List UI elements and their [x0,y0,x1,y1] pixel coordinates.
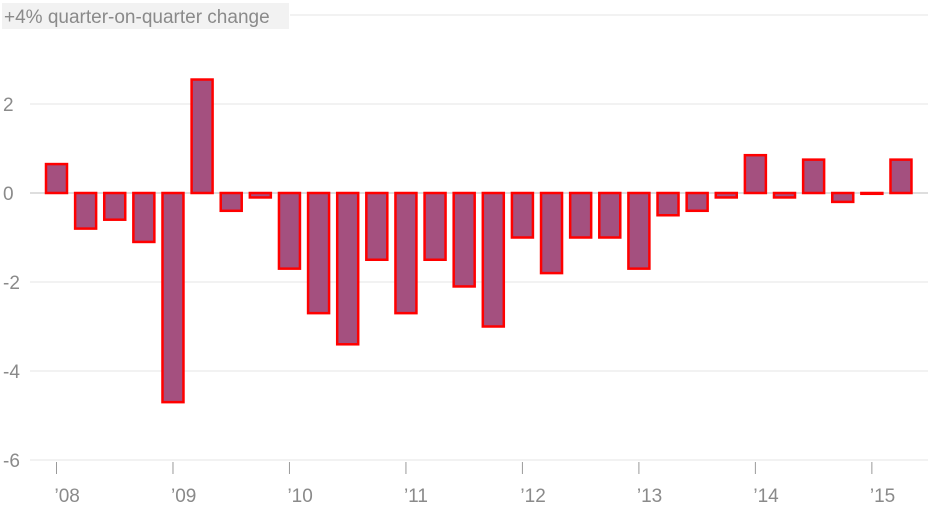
bar [889,158,913,195]
bar [132,191,156,244]
bar [830,191,855,204]
chart-title: +4% quarter-on-quarter change [4,7,270,28]
bar [598,191,622,239]
bar [627,191,651,270]
x-tick-label: ’08 [55,486,80,507]
y-axis: 2 0 -2 -4 -6 [3,95,20,472]
x-axis: ’08 ’09 ’10 ’11 ’12 ’13 ’14 ’15 [55,462,895,507]
bar [510,191,535,239]
bar [423,191,447,261]
bar [161,191,185,404]
bar [772,191,797,199]
y-tick-label: -4 [3,362,20,383]
bar [190,78,214,195]
y-tick-label: -6 [3,451,20,472]
bar [685,191,709,213]
x-tick-label: ’13 [637,486,662,507]
x-tick-label: ’10 [287,486,312,507]
bar [306,191,331,315]
bar [44,162,69,195]
chart-title-background [2,3,289,29]
bar [743,153,768,195]
bars [44,78,913,404]
bar [219,191,243,213]
bar [73,191,98,230]
bar [539,191,564,275]
bar [365,191,389,261]
bar [656,191,680,217]
y-tick-label: 2 [3,95,14,116]
bar [452,191,476,288]
y-tick-label: 0 [3,184,14,205]
bar [248,191,273,199]
chart-title-group: +4% quarter-on-quarter change [2,3,289,29]
bar [102,191,127,221]
x-tick-label: ’14 [753,486,779,507]
bar [801,158,826,195]
x-tick-label: ’09 [171,486,196,507]
bar [568,191,593,239]
bar [481,191,506,328]
x-tick-label: ’15 [870,486,895,507]
bar [277,191,302,270]
x-tick-label: ’11 [404,486,428,507]
y-tick-label: -2 [3,273,20,294]
bar [860,191,884,196]
bar [335,191,360,346]
bar [394,191,418,315]
bar [714,191,739,199]
x-tick-label: ’12 [520,486,545,507]
